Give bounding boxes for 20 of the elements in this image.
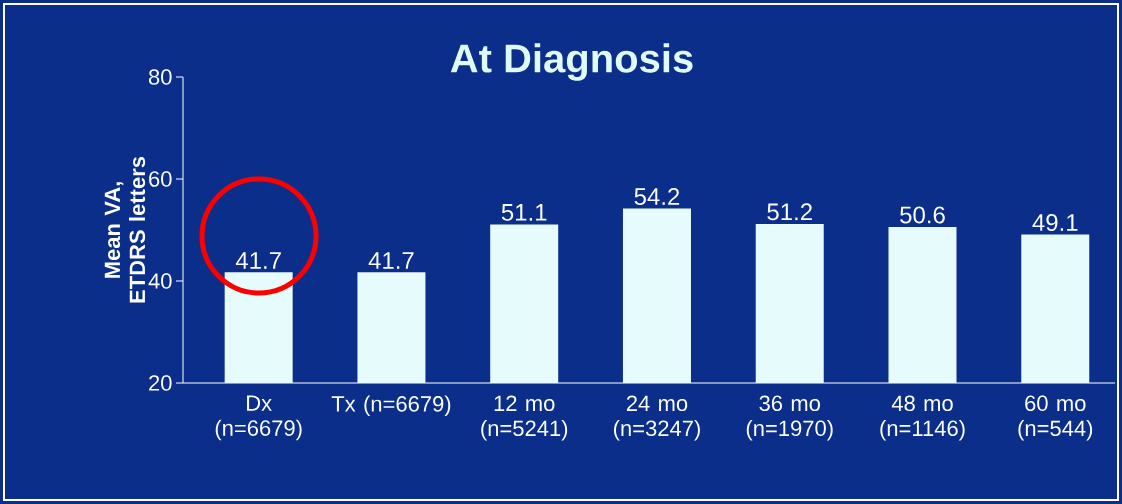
x-tick-label: 48 mo (n=1146) (880, 395, 965, 441)
y-tick-label: 20 (149, 375, 172, 391)
y-tick-label: 40 (148, 273, 172, 289)
y-tick-label: 60 (149, 171, 172, 187)
x-tick-label: Dx (n=6679) (215, 395, 302, 441)
y-tick-label: 80 (148, 69, 172, 85)
x-tick-label: 60 mo (n=544) (1018, 395, 1093, 441)
data-label: 51.1 (501, 204, 547, 221)
x-tick-label: 24 mo (n=3247) (614, 395, 700, 441)
x-tick-label: 36 mo (n=1970) (746, 395, 833, 441)
y-axis-title: Mean VA, ETDRS letters (104, 156, 146, 303)
data-label: 51.2 (767, 203, 812, 221)
data-label: 49.1 (1032, 214, 1078, 232)
data-label: 41.7 (368, 252, 414, 269)
data-label: 54.2 (634, 188, 680, 206)
x-tick-label: Tx (n=6679) (331, 395, 451, 417)
chart-title: At Diagnosis (450, 43, 693, 81)
data-label: 50.6 (900, 206, 945, 224)
data-label: 41.7 (235, 252, 281, 269)
x-tick-label: 12 mo (n=5241) (481, 395, 568, 441)
